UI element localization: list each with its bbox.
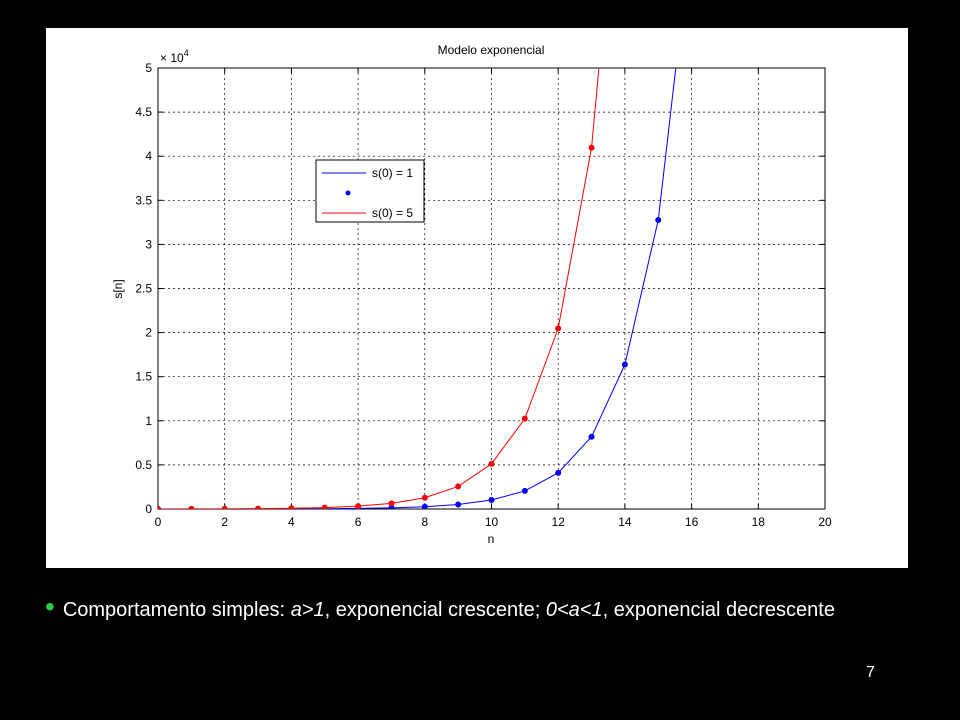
- plot-frame: [157, 67, 826, 510]
- figure-background: [46, 28, 908, 568]
- chart-title: Modelo exponencial: [438, 43, 545, 57]
- data-point: [555, 469, 562, 476]
- chart: Modelo exponencial n s[n] × 104 0 2 4 6 8 10 1…: [46, 28, 908, 568]
- legend-label: s(0) = 1: [372, 166, 413, 180]
- data-point: [555, 325, 562, 332]
- data-point: [388, 500, 395, 507]
- x-tick-label: 10: [485, 515, 499, 529]
- text: a>1: [290, 599, 325, 621]
- data-point: [321, 504, 328, 509]
- x-axis-label: n: [488, 532, 495, 546]
- data-point: [588, 144, 595, 151]
- data-point: [621, 361, 628, 368]
- x-tick-label: 4: [288, 515, 295, 529]
- y-tick-label: 1.5: [135, 370, 152, 384]
- text: Comportamento simples:: [62, 599, 291, 621]
- legend-marker: [345, 190, 351, 196]
- legend-box: [315, 159, 425, 223]
- data-point: [588, 433, 595, 440]
- data-point: [288, 505, 295, 509]
- x-tick-label: 14: [618, 515, 632, 529]
- data-point: [255, 505, 262, 509]
- y-tick-label: 4: [145, 149, 152, 163]
- y-tick-label: 3: [145, 237, 152, 251]
- data-point: [455, 501, 462, 508]
- y-tick-label: 4.5: [135, 105, 152, 119]
- y-multiplier-exponent: 4: [184, 48, 189, 58]
- x-tick-label: 20: [818, 515, 832, 529]
- data-point: [521, 415, 528, 422]
- data-point: [655, 216, 662, 223]
- legend-label: s(0) = 5: [372, 206, 413, 220]
- data-point: [421, 503, 428, 509]
- x-tick-label: 16: [685, 515, 699, 529]
- y-multiplier-base: × 10: [160, 51, 184, 65]
- data-point: [488, 496, 495, 503]
- y-tick-label: 2: [145, 326, 152, 340]
- y-tick-label: 0: [145, 502, 152, 516]
- text: , exponencial crescente;: [324, 599, 546, 621]
- x-tick-label: 6: [355, 515, 362, 529]
- y-tick-label: 0.5: [135, 458, 152, 472]
- y-axis-label: s[n]: [111, 279, 125, 298]
- x-tick-label: 8: [421, 515, 428, 529]
- data-point: [355, 503, 362, 509]
- plot-area: [158, 68, 677, 509]
- text: , exponencial decrescente: [602, 599, 835, 621]
- y-tick-label: 3.5: [135, 193, 152, 207]
- x-tick-label: 0: [155, 515, 162, 529]
- data-point: [158, 505, 161, 509]
- data-point: [521, 487, 528, 494]
- x-tick-label: 18: [752, 515, 766, 529]
- bullet-text: Comportamento simples: a>1, exponencial …: [37, 590, 877, 627]
- data-point: [455, 483, 462, 490]
- data-point: [188, 505, 195, 509]
- x-tick-label: 12: [552, 515, 566, 529]
- y-tick-label: 2.5: [135, 282, 152, 296]
- data-point: [488, 460, 495, 467]
- page-number: 7: [866, 664, 875, 681]
- y-tick-label: 1: [145, 414, 152, 428]
- x-tick-label: 2: [221, 515, 228, 529]
- text: 0<a<1: [545, 599, 603, 621]
- data-point: [221, 505, 228, 509]
- y-multiplier: × 104: [160, 48, 189, 65]
- y-tick-label: 5: [145, 61, 152, 75]
- data-point: [421, 494, 428, 501]
